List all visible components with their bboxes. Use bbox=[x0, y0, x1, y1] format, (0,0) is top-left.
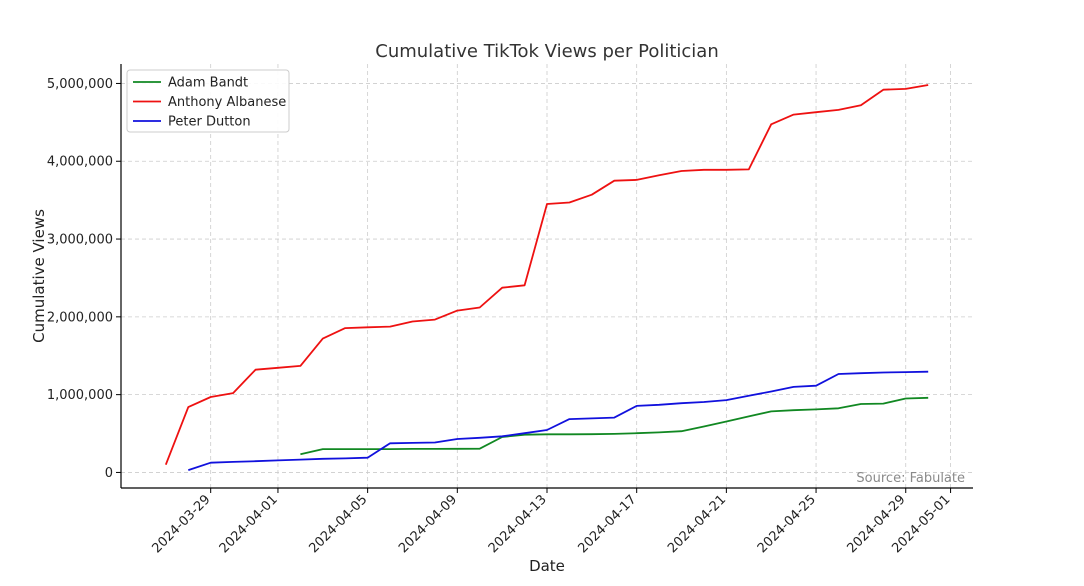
y-axis-ticks: 0 1,000,000 2,000,000 3,000,000 4,000,000 5,0… bbox=[47, 77, 121, 481]
x-tick-label: 2024-04-25 bbox=[755, 492, 819, 556]
x-axis-ticks: 2024-03-29 2024-04-01 2024-04-05 2024-04-09… bbox=[149, 488, 953, 556]
y-tick-label: 0 bbox=[105, 466, 113, 481]
x-tick-label: 2024-04-13 bbox=[486, 492, 550, 556]
grid bbox=[121, 64, 973, 488]
legend-label: Adam Bandt bbox=[168, 76, 248, 91]
y-tick-label: 3,000,000 bbox=[47, 233, 113, 248]
series-line-2 bbox=[164, 84, 929, 466]
source-annotation: Source: Fabulate bbox=[856, 471, 965, 486]
y-tick-label: 4,000,000 bbox=[47, 155, 113, 170]
legend-box bbox=[126, 69, 290, 133]
x-tick-label: 2024-04-17 bbox=[575, 492, 639, 556]
y-tick-label: 2,000,000 bbox=[47, 310, 113, 325]
x-axis-label: Date bbox=[529, 557, 565, 575]
y-tick-label: 1,000,000 bbox=[47, 388, 113, 403]
x-tick-label: 2024-03-29 bbox=[149, 492, 213, 556]
series-line-1 bbox=[300, 396, 929, 456]
y-tick-label: 5,000,000 bbox=[47, 77, 113, 92]
x-tick-label: 2024-04-09 bbox=[396, 492, 460, 556]
series-line-3 bbox=[188, 370, 929, 471]
series-lines bbox=[164, 84, 929, 471]
x-tick-label: 2024-04-05 bbox=[306, 492, 370, 556]
legend-label: Anthony Albanese bbox=[168, 95, 286, 110]
legend-label: Peter Dutton bbox=[168, 115, 251, 130]
chart-title: Cumulative TikTok Views per Politician bbox=[375, 41, 718, 62]
y-axis-label: Cumulative Views bbox=[30, 209, 48, 343]
x-tick-label: 2024-04-21 bbox=[665, 492, 729, 556]
legend: Adam Bandt Anthony Albanese Peter Dutton bbox=[126, 69, 290, 133]
x-tick-label: 2024-04-01 bbox=[217, 492, 281, 556]
